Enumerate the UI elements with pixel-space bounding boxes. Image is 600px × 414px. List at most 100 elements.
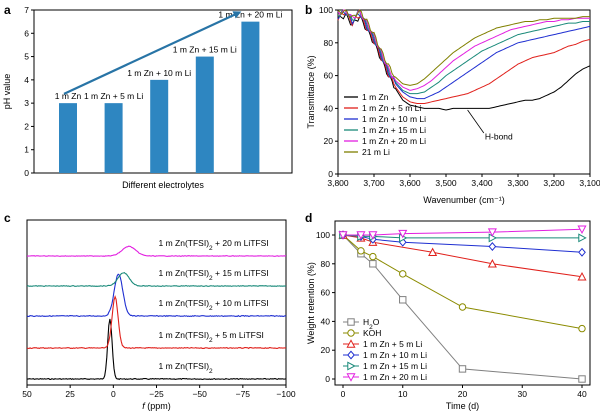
bar-label: 1 m Zn + 10 m Li	[127, 68, 191, 78]
data-point	[370, 261, 376, 267]
panel-a-xlabel: Different electrolytes	[122, 180, 204, 190]
data-point	[400, 297, 406, 303]
panel-c-letter: c	[4, 211, 11, 225]
legend-entry: 1 m Zn + 5 m Li	[362, 103, 421, 113]
data-point	[358, 248, 364, 254]
panel-b-xtick-label: 3,800	[327, 178, 349, 188]
data-point	[579, 234, 586, 241]
legend-entry: 1 m Zn + 15 m Li	[362, 125, 426, 135]
panel-d-xlabel: Time (d)	[446, 401, 479, 411]
figure: a012345671 m Zn 1 m Zn + 5 m Li1 m Zn + 1…	[0, 0, 600, 414]
panel-a-ytick-label: 3	[24, 98, 29, 108]
panel-d-xtick-label: 10	[398, 389, 408, 399]
trace-label: 1 m Zn(TFSI)2 + 20 m LiTFSI	[159, 238, 269, 252]
panel-d-ytick-label: 60	[321, 288, 331, 298]
trace-label: 1 m Zn(TFSI)2 + 10 m LiTFSI	[159, 298, 269, 312]
panel-a-ytick-label: 7	[24, 5, 29, 15]
panel-d-ytick-label: 100	[316, 230, 330, 240]
hbond-annotation: H-bond	[485, 132, 513, 142]
bar	[196, 57, 214, 173]
series-line	[343, 229, 582, 235]
panel-b-ytick-label: 100	[319, 5, 333, 15]
panel-d-letter: d	[305, 211, 312, 225]
legend-entry: 1 m Zn	[362, 92, 389, 102]
data-point	[370, 253, 376, 259]
legend-marker	[348, 362, 355, 369]
panel-b-xtick-label: 3,200	[543, 178, 565, 188]
panel-b-ytick-label: 40	[324, 103, 334, 113]
panel-a-ylabel: pH value	[2, 74, 12, 110]
panel-b-ytick-label: 20	[324, 136, 334, 146]
panel-b-xtick-label: 3,400	[471, 178, 493, 188]
panel-c-xtick-label: −100	[276, 389, 295, 399]
panel-b-ytick-label: 60	[324, 71, 334, 81]
panel-a-ytick-label: 4	[24, 75, 29, 85]
series-line	[338, 10, 590, 90]
panel-b-ytick-label: 80	[324, 38, 334, 48]
legend-marker	[348, 351, 354, 358]
panel-d-xtick-label: 30	[518, 389, 528, 399]
legend-entry: 1 m Zn + 20 m Li	[363, 372, 427, 382]
series-line	[338, 10, 590, 94]
legend-entry: 1 m Zn + 10 m Li	[362, 114, 426, 124]
panel-c-xtick-label: 50	[22, 389, 32, 399]
data-point	[489, 243, 495, 250]
data-point	[579, 325, 585, 331]
data-point	[400, 271, 406, 277]
panel-b-xtick-label: 3,700	[363, 178, 385, 188]
legend-entry: 1 m Zn + 10 m Li	[363, 350, 427, 360]
data-point	[579, 249, 585, 256]
hbond-pointer	[468, 110, 484, 133]
panel-b-letter: b	[305, 3, 312, 17]
bar-label: 1 m Zn + 5 m Li	[84, 91, 143, 101]
panel-d-ytick-label: 80	[321, 259, 331, 269]
panel-c-xtick-label: 25	[65, 389, 75, 399]
panel-b-xtick-label: 3,300	[507, 178, 529, 188]
panel-c-xtick-label: 0	[111, 389, 116, 399]
data-point	[459, 366, 465, 372]
panel-d-ytick-label: 0	[325, 374, 330, 384]
bar-label: 1 m Zn + 15 m Li	[173, 45, 237, 55]
legend-entry: 1 m Zn + 5 m Li	[363, 339, 422, 349]
panel-b-xtick-label: 3,100	[579, 178, 600, 188]
trace-label: 1 m Zn(TFSI)2 + 5 m LiTFSI	[159, 330, 264, 344]
panel-d-ytick-label: 40	[321, 316, 331, 326]
series-line	[343, 235, 582, 329]
trace-label: 1 m Zn(TFSI)2	[159, 361, 214, 375]
bar	[59, 103, 77, 173]
panel-d-xtick-label: 0	[341, 389, 346, 399]
panel-a-ytick-label: 5	[24, 52, 29, 62]
panel-a-ytick-label: 1	[24, 145, 29, 155]
panel-a-ytick-label: 6	[24, 28, 29, 38]
data-point	[459, 304, 465, 310]
nmr-trace	[27, 274, 286, 316]
legend-marker	[348, 330, 354, 336]
legend-marker	[348, 319, 354, 325]
panel-b-xtick-label: 3,500	[435, 178, 457, 188]
series-line	[338, 12, 590, 99]
panel-c-xlabel: f (ppm)	[142, 401, 171, 411]
panel-c-xtick-label: −75	[236, 389, 251, 399]
legend-entry: KOH	[363, 328, 381, 338]
panel-a-letter: a	[4, 3, 11, 17]
panel-a-ytick-label: 0	[24, 168, 29, 178]
panel-c-xtick-label: −50	[192, 389, 207, 399]
panel-a-ytick-label: 2	[24, 121, 29, 131]
panel-b-xtick-label: 3,600	[399, 178, 421, 188]
panel-d-xtick-label: 40	[577, 389, 587, 399]
legend-entry: 1 m Zn + 20 m Li	[362, 136, 426, 146]
panel-d-ytick-label: 20	[321, 345, 331, 355]
panel-d-xtick-label: 20	[458, 389, 468, 399]
bar	[150, 80, 168, 173]
panel-c-xtick-label: −25	[149, 389, 164, 399]
panel-d-ylabel: Weight retention (%)	[306, 262, 316, 344]
legend-entry: 21 m Li	[362, 147, 390, 157]
panel-b-xlabel: Wavenumber (cm⁻¹)	[423, 195, 504, 205]
trace-label: 1 m Zn(TFSI)2 + 15 m LiTFSI	[159, 268, 269, 282]
data-point	[579, 376, 585, 382]
bar	[105, 103, 123, 173]
legend-entry: 1 m Zn + 15 m Li	[363, 361, 427, 371]
series-line	[343, 235, 582, 238]
panel-b-ylabel: Transmittance (%)	[306, 55, 316, 128]
nmr-trace	[27, 319, 286, 379]
